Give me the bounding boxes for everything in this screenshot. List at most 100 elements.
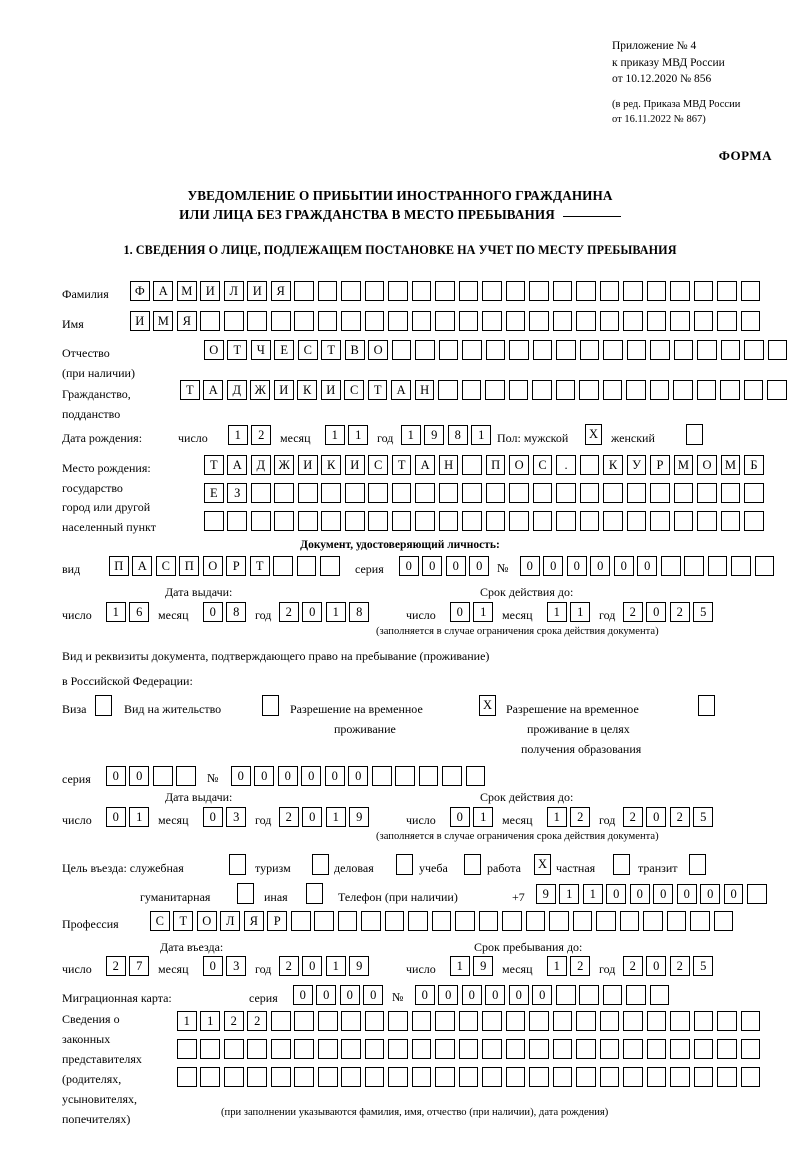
char-cell[interactable]: [344, 511, 365, 531]
char-cell[interactable]: [294, 1011, 315, 1031]
char-cell[interactable]: [341, 1011, 361, 1031]
char-cell[interactable]: [485, 340, 506, 360]
char-cell[interactable]: [623, 281, 643, 301]
char-cell[interactable]: [462, 455, 482, 475]
char-cell[interactable]: [626, 483, 647, 503]
char-cell[interactable]: 1: [106, 602, 126, 622]
char-cell[interactable]: [623, 1039, 643, 1059]
char-cell[interactable]: 3: [226, 807, 247, 827]
purpose-tourism-checkbox[interactable]: [312, 854, 329, 875]
char-cell[interactable]: 0: [324, 766, 345, 786]
char-cell[interactable]: [435, 1067, 455, 1087]
char-cell[interactable]: 2: [570, 807, 591, 827]
birth-place-city-row2-cells[interactable]: [204, 511, 764, 531]
char-cell[interactable]: [274, 511, 295, 531]
char-cell[interactable]: [649, 380, 670, 400]
char-cell[interactable]: [717, 281, 737, 301]
char-cell[interactable]: [697, 511, 717, 531]
char-cell[interactable]: Т: [367, 380, 388, 400]
char-cell[interactable]: [458, 311, 479, 331]
char-cell[interactable]: [320, 556, 340, 576]
char-cell[interactable]: [341, 281, 361, 301]
char-cell[interactable]: 1: [473, 602, 494, 622]
char-cell[interactable]: 1: [401, 425, 421, 445]
char-cell[interactable]: А: [153, 281, 174, 301]
char-cell[interactable]: [247, 311, 268, 331]
char-cell[interactable]: [549, 911, 569, 931]
char-cell[interactable]: 1: [471, 425, 492, 445]
char-cell[interactable]: [650, 483, 670, 503]
char-cell[interactable]: [431, 911, 452, 931]
char-cell[interactable]: [509, 483, 529, 503]
char-cell[interactable]: 2: [279, 956, 299, 976]
char-cell[interactable]: 2: [669, 807, 690, 827]
char-cell[interactable]: 0: [646, 956, 667, 976]
char-cell[interactable]: 0: [520, 556, 540, 576]
char-cell[interactable]: [720, 380, 740, 400]
char-cell[interactable]: 0: [348, 766, 369, 786]
char-cell[interactable]: С: [532, 455, 553, 475]
char-cell[interactable]: .: [556, 455, 576, 475]
char-cell[interactable]: [555, 985, 576, 1005]
char-cell[interactable]: [576, 1067, 596, 1087]
char-cell[interactable]: 1: [450, 956, 470, 976]
purpose-private-checkbox[interactable]: [613, 854, 630, 875]
purpose-study-checkbox[interactable]: [464, 854, 481, 875]
legal-rep-row3-cells[interactable]: [177, 1067, 761, 1087]
char-cell[interactable]: [602, 985, 623, 1005]
char-cell[interactable]: [317, 281, 338, 301]
char-cell[interactable]: [529, 281, 549, 301]
purpose-business-checkbox[interactable]: [396, 854, 413, 875]
char-cell[interactable]: Т: [227, 340, 248, 360]
char-cell[interactable]: [767, 340, 788, 360]
char-cell[interactable]: Я: [176, 311, 197, 331]
char-cell[interactable]: 0: [469, 556, 490, 576]
char-cell[interactable]: [720, 483, 741, 503]
char-cell[interactable]: [650, 340, 670, 360]
char-cell[interactable]: [646, 1011, 667, 1031]
char-cell[interactable]: А: [391, 380, 411, 400]
char-cell[interactable]: [270, 1067, 291, 1087]
char-cell[interactable]: [505, 281, 526, 301]
char-cell[interactable]: Т: [249, 556, 270, 576]
char-cell[interactable]: 0: [422, 556, 443, 576]
char-cell[interactable]: [670, 1039, 690, 1059]
char-cell[interactable]: 8: [349, 602, 370, 622]
char-cell[interactable]: [696, 380, 717, 400]
char-cell[interactable]: [603, 511, 623, 531]
char-cell[interactable]: [576, 1011, 596, 1031]
char-cell[interactable]: Е: [274, 340, 295, 360]
char-cell[interactable]: [465, 766, 486, 786]
char-cell[interactable]: М: [153, 311, 174, 331]
char-cell[interactable]: С: [344, 380, 364, 400]
char-cell[interactable]: 2: [251, 425, 272, 445]
char-cell[interactable]: [200, 1067, 221, 1087]
char-cell[interactable]: Ж: [274, 455, 295, 475]
char-cell[interactable]: И: [247, 281, 268, 301]
char-cell[interactable]: Н: [414, 380, 435, 400]
char-cell[interactable]: [455, 911, 475, 931]
char-cell[interactable]: 0: [438, 985, 459, 1005]
char-cell[interactable]: [294, 311, 314, 331]
char-cell[interactable]: [411, 311, 432, 331]
char-cell[interactable]: 0: [508, 985, 529, 1005]
char-cell[interactable]: [666, 911, 687, 931]
char-cell[interactable]: [603, 483, 623, 503]
char-cell[interactable]: [341, 311, 361, 331]
char-cell[interactable]: [223, 1067, 244, 1087]
char-cell[interactable]: [555, 380, 576, 400]
char-cell[interactable]: [720, 340, 741, 360]
char-cell[interactable]: С: [150, 911, 170, 931]
char-cell[interactable]: 0: [231, 766, 251, 786]
char-cell[interactable]: П: [179, 556, 200, 576]
char-cell[interactable]: Д: [226, 380, 247, 400]
char-cell[interactable]: П: [109, 556, 129, 576]
